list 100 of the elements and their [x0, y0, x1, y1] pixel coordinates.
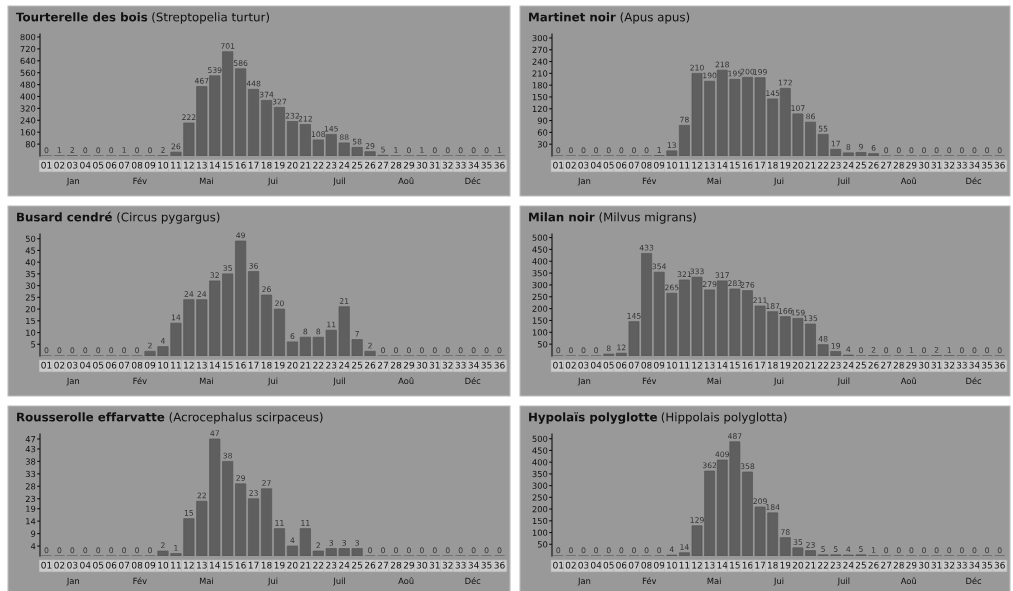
x-tick-label: 35 — [481, 561, 492, 569]
x-tick-label: 17 — [755, 361, 766, 369]
x-tick-label: 11 — [171, 361, 181, 369]
x-tick-label: 27 — [377, 361, 388, 369]
x-tick-label: 33 — [956, 361, 967, 369]
text: Jui — [773, 377, 784, 386]
x-tick-label: 34 — [468, 161, 479, 169]
text: Jui — [773, 177, 784, 186]
x-tick-label: 01 — [41, 161, 52, 169]
x-tick-label: 30 — [918, 561, 930, 569]
y-tick-label: 150 — [532, 93, 548, 101]
x-tick-label: 15 — [730, 561, 740, 569]
y-tick-label: 15 — [26, 317, 36, 325]
x-tick-label: 20 — [287, 161, 298, 169]
x-tick-label: 33 — [956, 161, 967, 169]
x-tick-label: 35 — [982, 161, 993, 169]
x-tick-label: 15 — [730, 361, 740, 369]
text: Juil — [332, 177, 345, 186]
x-tick-label: 07 — [118, 161, 130, 169]
y-tick-label: 210 — [532, 70, 548, 77]
text: Déc — [465, 377, 481, 385]
y-tick-label: 320 — [20, 105, 36, 112]
x-tick-label: 24 — [339, 561, 350, 569]
y-tick-label: 9 — [31, 530, 36, 537]
x-tick-label: 05 — [603, 561, 614, 569]
x-tick-label: 05 — [603, 361, 614, 369]
x-tick-label: 17 — [755, 561, 766, 569]
x-tick-label: 13 — [197, 361, 207, 369]
x-tick-label: 36 — [994, 561, 1005, 569]
x-tick-label: 02 — [565, 561, 576, 569]
x-tick-label: 07 — [118, 361, 130, 369]
x-tick-label: 29 — [906, 161, 917, 169]
x-tick-label: 02 — [54, 561, 65, 569]
y-tick-label: 400 — [532, 459, 548, 466]
x-tick-label: 08 — [131, 561, 143, 569]
y-tick-label: 4 — [30, 543, 36, 550]
text: Mai — [707, 577, 721, 585]
text: Aoû — [398, 377, 414, 385]
chart-subtitle: (Acrocephalus scirpaceus) — [169, 412, 323, 424]
text: Aoû — [398, 177, 414, 185]
x-tick-label: 20 — [287, 561, 298, 569]
x-tick-label: 17 — [248, 161, 259, 169]
x-tick-label: 22 — [818, 161, 828, 169]
chart-title: Tourterelle des bois — [16, 12, 148, 22]
x-tick-label: 25 — [855, 561, 866, 569]
x-tick-label: 16 — [742, 161, 753, 169]
x-tick-label: 16 — [235, 161, 246, 169]
y-tick-label: 350 — [532, 270, 548, 277]
x-tick-label: 16 — [742, 561, 753, 569]
y-tick-label: 450 — [532, 447, 548, 454]
x-tick-label: 02 — [565, 361, 576, 369]
x-tick-label: 25 — [855, 161, 866, 169]
x-tick-label: 21 — [805, 561, 816, 569]
x-tick-label: 25 — [352, 361, 363, 369]
text: Jan — [66, 577, 79, 586]
x-tick-label: 15 — [222, 161, 233, 169]
x-tick-label: 01 — [41, 361, 52, 369]
x-tick-label: 25 — [855, 361, 866, 369]
text: Jan — [577, 377, 591, 386]
x-tick-label: 12 — [184, 361, 194, 369]
x-tick-label: 26 — [365, 361, 376, 369]
x-tick-label: 29 — [403, 161, 415, 169]
text: Mai — [199, 377, 213, 385]
x-tick-label: 20 — [792, 161, 804, 169]
x-tick-label: 26 — [868, 561, 879, 569]
y-tick-label: 20 — [25, 306, 36, 313]
x-tick-label: 03 — [578, 361, 589, 369]
x-tick-label: 18 — [261, 161, 272, 169]
y-tick-label: 150 — [532, 517, 548, 525]
x-tick-label: 01 — [41, 561, 52, 569]
x-tick-label: 19 — [780, 161, 791, 169]
x-tick-label: 19 — [274, 161, 285, 169]
x-tick-label: 33 — [455, 161, 466, 169]
text: Jan — [577, 177, 591, 186]
y-tick-label: 40 — [25, 259, 36, 266]
text: Juil — [837, 377, 850, 386]
x-tick-label: 12 — [692, 561, 702, 569]
x-tick-label: 18 — [261, 361, 272, 369]
x-tick-label: 18 — [261, 561, 272, 569]
x-tick-label: 21 — [300, 161, 311, 169]
x-tick-label: 34 — [969, 361, 980, 369]
chart-subtitle: (Streptopelia turtur) — [152, 12, 269, 24]
chart-title: Milan noir — [529, 212, 595, 222]
x-tick-label: 12 — [184, 561, 194, 569]
text: Fév — [133, 577, 147, 585]
x-tick-label: 36 — [494, 361, 505, 369]
x-tick-label: 02 — [54, 161, 65, 169]
y-tick-label: 250 — [532, 293, 548, 301]
x-tick-label: 21 — [805, 361, 816, 369]
x-tick-label: 06 — [106, 361, 117, 369]
text: Jui — [267, 177, 278, 186]
x-tick-label: 03 — [578, 561, 589, 569]
x-tick-label: 11 — [679, 361, 690, 369]
x-tick-label: 10 — [667, 161, 677, 169]
x-tick-label: 07 — [628, 361, 639, 369]
y-tick-label: 450 — [532, 246, 548, 253]
y-tick-label: 800 — [20, 33, 36, 41]
x-tick-label: 13 — [704, 161, 715, 169]
x-tick-label: 33 — [956, 561, 967, 569]
x-tick-label: 36 — [494, 561, 505, 569]
